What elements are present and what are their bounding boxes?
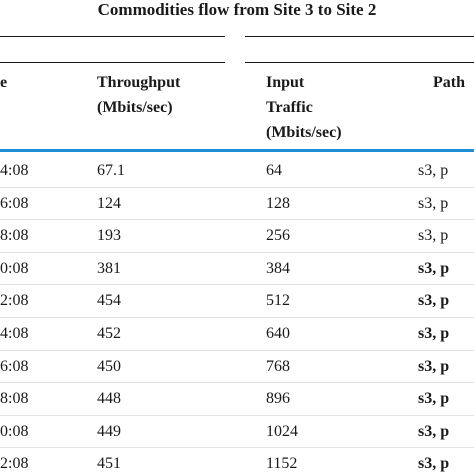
header-sub-rule-right	[245, 62, 474, 63]
header-time: e	[0, 74, 8, 91]
cell-input: 512	[266, 292, 290, 310]
header-top-rule-left	[0, 36, 225, 37]
cell-time: 2:08	[0, 455, 29, 473]
cell-path: s3, p	[418, 194, 449, 212]
header-input-line2: Traffic	[266, 99, 313, 116]
cell-input: 64	[266, 162, 282, 179]
row-separator	[0, 414, 474, 416]
cell-time: 0:08	[0, 422, 29, 440]
cell-input: 256	[266, 227, 290, 245]
cell-throughput: 450	[97, 357, 121, 375]
cell-path: s3, p	[418, 422, 450, 440]
cell-time: 6:08	[0, 194, 29, 212]
cell-time: 4:08	[0, 162, 29, 179]
cell-path: s3, p	[418, 390, 450, 408]
cell-path: s3, p	[418, 227, 449, 245]
cell-throughput: 67.1	[97, 162, 125, 179]
cell-path: s3, p	[418, 259, 450, 277]
cell-throughput: 452	[97, 325, 121, 342]
cell-throughput: 448	[97, 390, 121, 408]
row-separator	[0, 447, 474, 449]
cell-throughput: 449	[97, 422, 121, 440]
row-separator	[0, 349, 474, 351]
header-input-line3: (Mbits/sec)	[266, 124, 342, 141]
cell-time: 0:08	[0, 259, 29, 277]
cell-throughput: 381	[97, 259, 121, 277]
cell-input: 1024	[266, 422, 298, 440]
header-top-rule-right	[245, 36, 474, 37]
cell-path: s3, p	[418, 325, 450, 342]
row-separator	[0, 284, 474, 286]
cell-input: 640	[266, 325, 290, 342]
cell-input: 768	[266, 357, 290, 375]
cell-time: 4:08	[0, 325, 29, 342]
cell-throughput: 454	[97, 292, 121, 310]
row-separator	[0, 186, 474, 188]
cell-input: 896	[266, 390, 290, 408]
cell-throughput: 451	[97, 455, 121, 473]
row-separator	[0, 251, 474, 253]
header-sub-rule-left	[0, 62, 225, 63]
row-separator	[0, 219, 474, 221]
table-caption: Commodities flow from Site 3 to Site 2	[97, 0, 377, 19]
cell-path: s3, p	[418, 455, 450, 473]
header-path: Path	[433, 74, 465, 91]
cell-input: 384	[266, 259, 290, 277]
row-separator	[0, 317, 474, 318]
cell-path: s3, p	[418, 357, 450, 375]
header-input-line1: Input	[266, 74, 305, 91]
cell-input: 128	[266, 194, 290, 212]
cell-throughput: 124	[97, 194, 121, 212]
row-separator	[0, 382, 474, 384]
cell-time: 8:08	[0, 227, 29, 245]
cell-time: 2:08	[0, 292, 29, 310]
cell-throughput: 193	[97, 227, 121, 245]
header-throughput-line1: Throughput	[97, 74, 181, 91]
cell-path: s3, p	[418, 292, 450, 310]
header-throughput-line2: (Mbits/sec)	[97, 99, 173, 116]
header-separator	[0, 149, 474, 152]
cell-input: 1152	[266, 455, 298, 473]
cell-time: 6:08	[0, 357, 29, 375]
cell-path: s3, p	[418, 162, 449, 179]
cell-time: 8:08	[0, 390, 29, 408]
